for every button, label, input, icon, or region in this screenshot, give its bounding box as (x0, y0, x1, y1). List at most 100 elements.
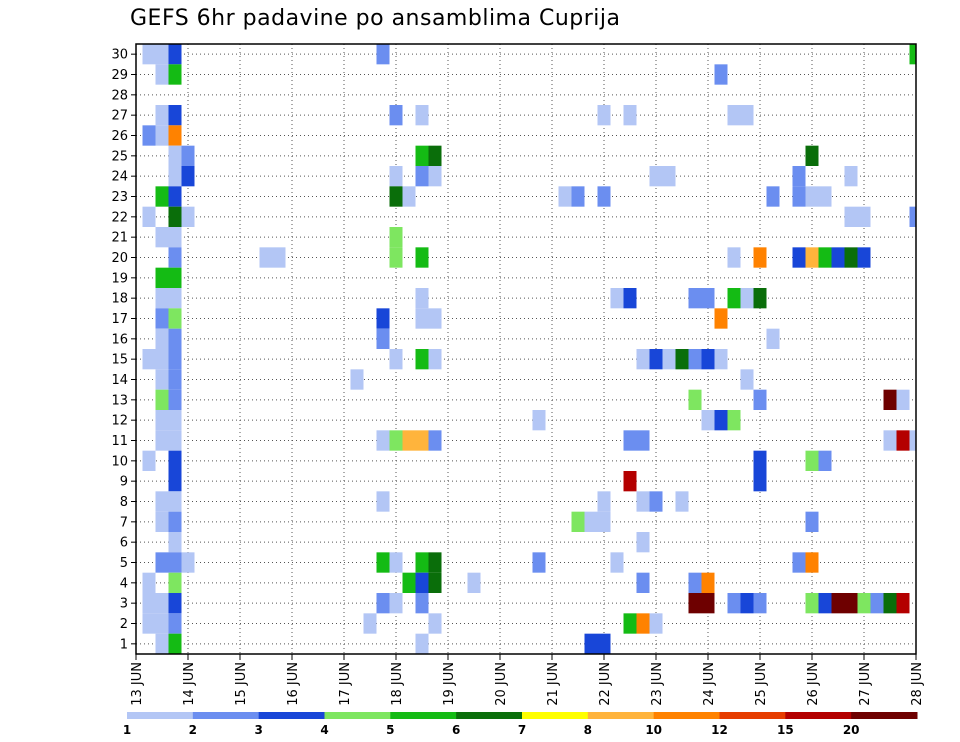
precip-cell (155, 410, 169, 431)
precip-cell (792, 186, 806, 207)
precip-cell (389, 166, 403, 187)
precip-cell (701, 572, 715, 593)
y-tick-label: 28 (111, 88, 128, 103)
precip-cell (155, 64, 169, 85)
precip-cell (168, 227, 182, 248)
precip-cell (532, 410, 546, 431)
precip-cell (428, 349, 442, 370)
precip-cell (636, 572, 650, 593)
precip-cell (636, 491, 650, 512)
precip-cell (831, 593, 845, 614)
precip-cell (415, 166, 429, 187)
precip-cell (675, 349, 689, 370)
precip-cell (402, 572, 416, 593)
precip-cell (428, 166, 442, 187)
precip-cell (584, 511, 598, 532)
precip-cell (415, 105, 429, 126)
precip-cell (636, 613, 650, 634)
precip-cell (662, 349, 676, 370)
precip-cell (168, 166, 182, 187)
colorbar-label: 7 (518, 723, 526, 737)
precip-cell (350, 369, 364, 390)
x-tick-label: 26 JUN (806, 662, 821, 706)
precip-cell (740, 369, 754, 390)
colorbar-segment (522, 712, 589, 719)
precip-cell (389, 552, 403, 573)
precip-cell (857, 247, 871, 268)
precip-cell (701, 410, 715, 431)
precip-cell (753, 288, 767, 309)
precip-cell (415, 288, 429, 309)
precip-cell (597, 105, 611, 126)
precip-cell (688, 288, 702, 309)
colorbar-label: 20 (843, 723, 860, 737)
precip-cell (571, 511, 585, 532)
precip-cell (155, 613, 169, 634)
precip-cell (896, 593, 910, 614)
precip-cell (571, 186, 585, 207)
precip-cell (428, 552, 442, 573)
precip-cell (168, 125, 182, 146)
precip-cell (597, 186, 611, 207)
y-tick-label: 29 (111, 68, 128, 83)
precip-cell (168, 430, 182, 451)
precip-cell (883, 593, 897, 614)
y-tick-label: 15 (111, 353, 128, 368)
colorbar-label: 12 (711, 723, 728, 737)
precip-cell (402, 430, 416, 451)
precip-cell (714, 308, 728, 329)
precip-cell (727, 288, 741, 309)
precip-cell (818, 247, 832, 268)
precip-cell (805, 450, 819, 471)
y-tick-label: 23 (111, 190, 128, 205)
precip-cell (896, 389, 910, 410)
y-tick-label: 19 (111, 271, 128, 286)
precip-cell (155, 125, 169, 146)
precip-cell (662, 166, 676, 187)
precip-cell (714, 349, 728, 370)
precip-cell (376, 328, 390, 349)
precip-cell (727, 105, 741, 126)
x-tick-label: 20 JUN (494, 662, 509, 706)
precip-cell (142, 349, 156, 370)
precip-cell (181, 145, 195, 166)
precip-cell (142, 44, 156, 65)
colorbar-segment (390, 712, 457, 719)
precip-cell (415, 572, 429, 593)
precip-cell (688, 389, 702, 410)
precip-cell (714, 410, 728, 431)
precip-cell (155, 105, 169, 126)
precip-cell (909, 430, 916, 451)
precip-cell (532, 552, 546, 573)
y-tick-label: 8 (120, 495, 128, 510)
precip-cell (584, 633, 598, 654)
x-tick-label: 16 JUN (286, 662, 301, 706)
precip-cell (636, 349, 650, 370)
y-tick-label: 17 (111, 312, 128, 327)
precip-cell (649, 491, 663, 512)
precip-cell (597, 511, 611, 532)
precip-cell (688, 349, 702, 370)
precip-cell (155, 308, 169, 329)
precip-cell (415, 349, 429, 370)
precip-cell (168, 267, 182, 288)
precip-cell (168, 450, 182, 471)
precip-cell (168, 349, 182, 370)
precip-cell (649, 349, 663, 370)
precip-cell (155, 267, 169, 288)
precip-cell (168, 410, 182, 431)
precip-cell (818, 450, 832, 471)
precip-cell (155, 633, 169, 654)
x-tick-label: 24 JUN (702, 662, 717, 706)
precip-cell (636, 532, 650, 553)
x-tick-label: 28 JUN (910, 662, 925, 706)
precip-cell (883, 389, 897, 410)
colorbar-segment (785, 712, 852, 719)
precip-cell (753, 471, 767, 492)
precip-cell (389, 186, 403, 207)
precip-cell (701, 349, 715, 370)
precip-cell (857, 206, 871, 227)
precip-cell (415, 552, 429, 573)
precip-cell (389, 105, 403, 126)
